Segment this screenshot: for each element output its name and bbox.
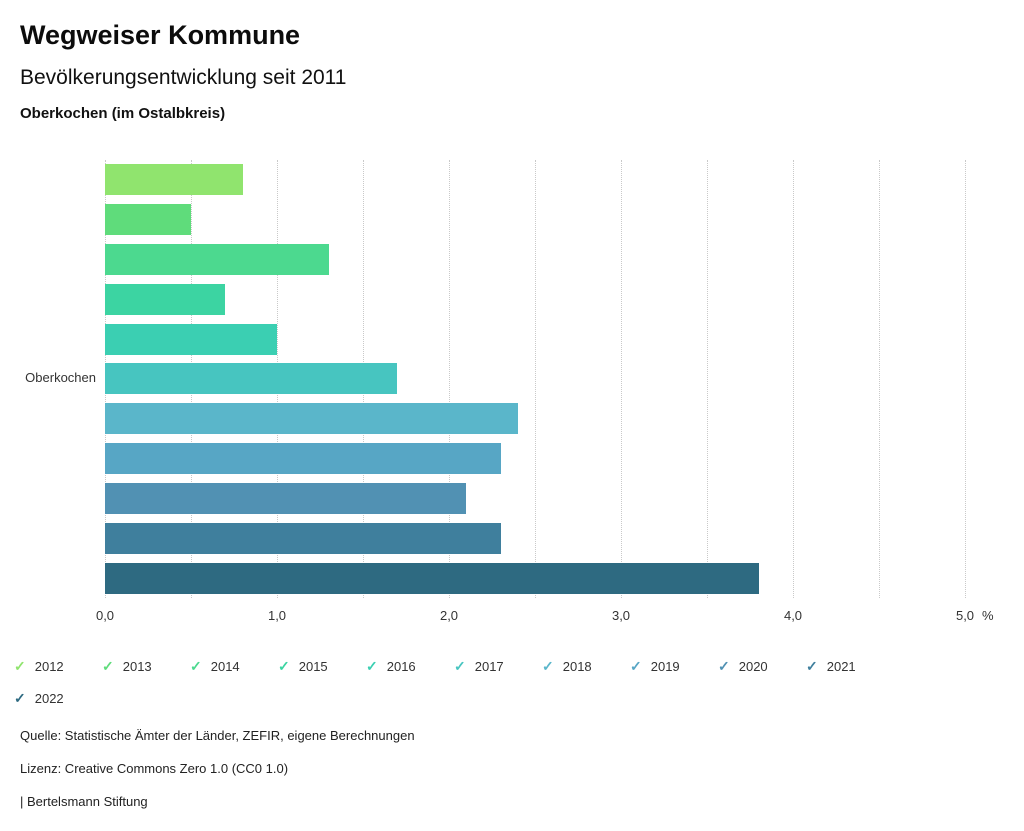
check-icon: ✓: [806, 658, 818, 674]
legend-item-label: 2016: [386, 658, 416, 674]
bar-group: [105, 160, 965, 598]
legend-item-2016[interactable]: ✓ 2016: [366, 650, 454, 682]
check-icon: ✓: [102, 658, 114, 674]
chart-title: Bevölkerungsentwicklung seit 2011: [20, 66, 347, 89]
bar-row-2013: [105, 204, 965, 236]
bar-row-2016: [105, 323, 965, 355]
gridline: [707, 160, 708, 598]
gridline: [621, 160, 622, 598]
legend-item-label: 2017: [474, 658, 504, 674]
bar-row-2020: [105, 482, 965, 514]
bar-2014: [105, 244, 329, 276]
check-icon: ✓: [366, 658, 378, 674]
x-tick-label: 3,0: [611, 608, 631, 623]
source-text: Quelle: Statistische Ämter der Länder, Z…: [20, 728, 415, 743]
x-axis: 0,0 1,0 2,0 3,0 4,0 5,0: [96, 608, 974, 628]
legend-item-2014[interactable]: ✓ 2014: [190, 650, 278, 682]
chart-subtitle-location: Oberkochen (im Ostalbkreis): [20, 105, 226, 122]
bar-row-2021: [105, 522, 965, 554]
gridline: [793, 160, 794, 598]
check-icon: ✓: [454, 658, 466, 674]
x-tick-label: 2,0: [439, 608, 459, 623]
page-title: Wegweiser Kommune: [20, 20, 301, 50]
bar-2020: [105, 482, 467, 514]
check-icon: ✓: [278, 658, 290, 674]
legend-item-2018[interactable]: ✓ 2018: [542, 650, 630, 682]
legend-item-2022[interactable]: ✓ 2022: [14, 682, 102, 714]
bar-2017: [105, 363, 398, 395]
check-icon: ✓: [14, 658, 26, 674]
legend-item-label: 2020: [738, 658, 768, 674]
gridline: [449, 160, 450, 598]
check-icon: ✓: [14, 690, 26, 706]
x-tick-label: 4,0: [783, 608, 803, 623]
legend-item-label: 2013: [122, 658, 152, 674]
legend-item-2020[interactable]: ✓ 2020: [718, 650, 806, 682]
legend-item-2015[interactable]: ✓ 2015: [278, 650, 366, 682]
check-icon: ✓: [190, 658, 202, 674]
bar-row-2012: [105, 164, 965, 196]
legend-item-label: 2015: [298, 658, 328, 674]
bar-row-2022: [105, 562, 965, 594]
y-axis-category-label: Oberkochen: [25, 370, 96, 385]
bar-row-2019: [105, 443, 965, 475]
check-icon: ✓: [718, 658, 730, 674]
bar-2022: [105, 562, 759, 594]
gridline: [535, 160, 536, 598]
bar-row-2015: [105, 283, 965, 315]
attribution-text: | Bertelsmann Stiftung: [20, 794, 148, 809]
bar-2016: [105, 323, 277, 355]
bar-2012: [105, 164, 243, 196]
legend-item-2021[interactable]: ✓ 2021: [806, 650, 894, 682]
gridline: [879, 160, 880, 598]
check-icon: ✓: [542, 658, 554, 674]
bar-chart: Oberkochen 0,0 1,0 2,0 3,0 4,0 5,0 %: [0, 160, 1024, 640]
bar-2018: [105, 403, 518, 435]
bar-row-2017: [105, 363, 965, 395]
bar-2021: [105, 522, 501, 554]
chart-footer: Quelle: Statistische Ämter der Länder, Z…: [20, 728, 415, 827]
bar-2019: [105, 443, 501, 475]
check-icon: ✓: [630, 658, 642, 674]
legend-item-label: 2021: [826, 658, 856, 674]
legend-item-label: 2019: [650, 658, 680, 674]
bar-2015: [105, 283, 226, 315]
legend-item-2017[interactable]: ✓ 2017: [454, 650, 542, 682]
legend-item-2019[interactable]: ✓ 2019: [630, 650, 718, 682]
x-axis-unit: %: [982, 608, 994, 623]
bar-row-2018: [105, 403, 965, 435]
legend-item-label: 2018: [562, 658, 592, 674]
legend-item-label: 2012: [34, 658, 64, 674]
bar-2013: [105, 204, 191, 236]
legend-item-label: 2014: [210, 658, 240, 674]
chart-legend: ✓ 2012 ✓ 2013 ✓ 2014 ✓ 2015 ✓ 2016 ✓ 2017 ✓ 2018 ✓ 2019…: [14, 650, 934, 714]
gridline: [965, 160, 966, 598]
legend-item-label: 2022: [34, 690, 64, 706]
license-text: Lizenz: Creative Commons Zero 1.0 (CC0 1…: [20, 761, 289, 776]
legend-item-2012[interactable]: ✓ 2012: [14, 650, 102, 682]
x-tick-label: 0,0: [95, 608, 115, 623]
plot-area: [105, 160, 966, 598]
x-tick-label: 5,0: [955, 608, 975, 623]
bar-row-2014: [105, 244, 965, 276]
legend-item-2013[interactable]: ✓ 2013: [102, 650, 190, 682]
x-tick-label: 1,0: [267, 608, 287, 623]
